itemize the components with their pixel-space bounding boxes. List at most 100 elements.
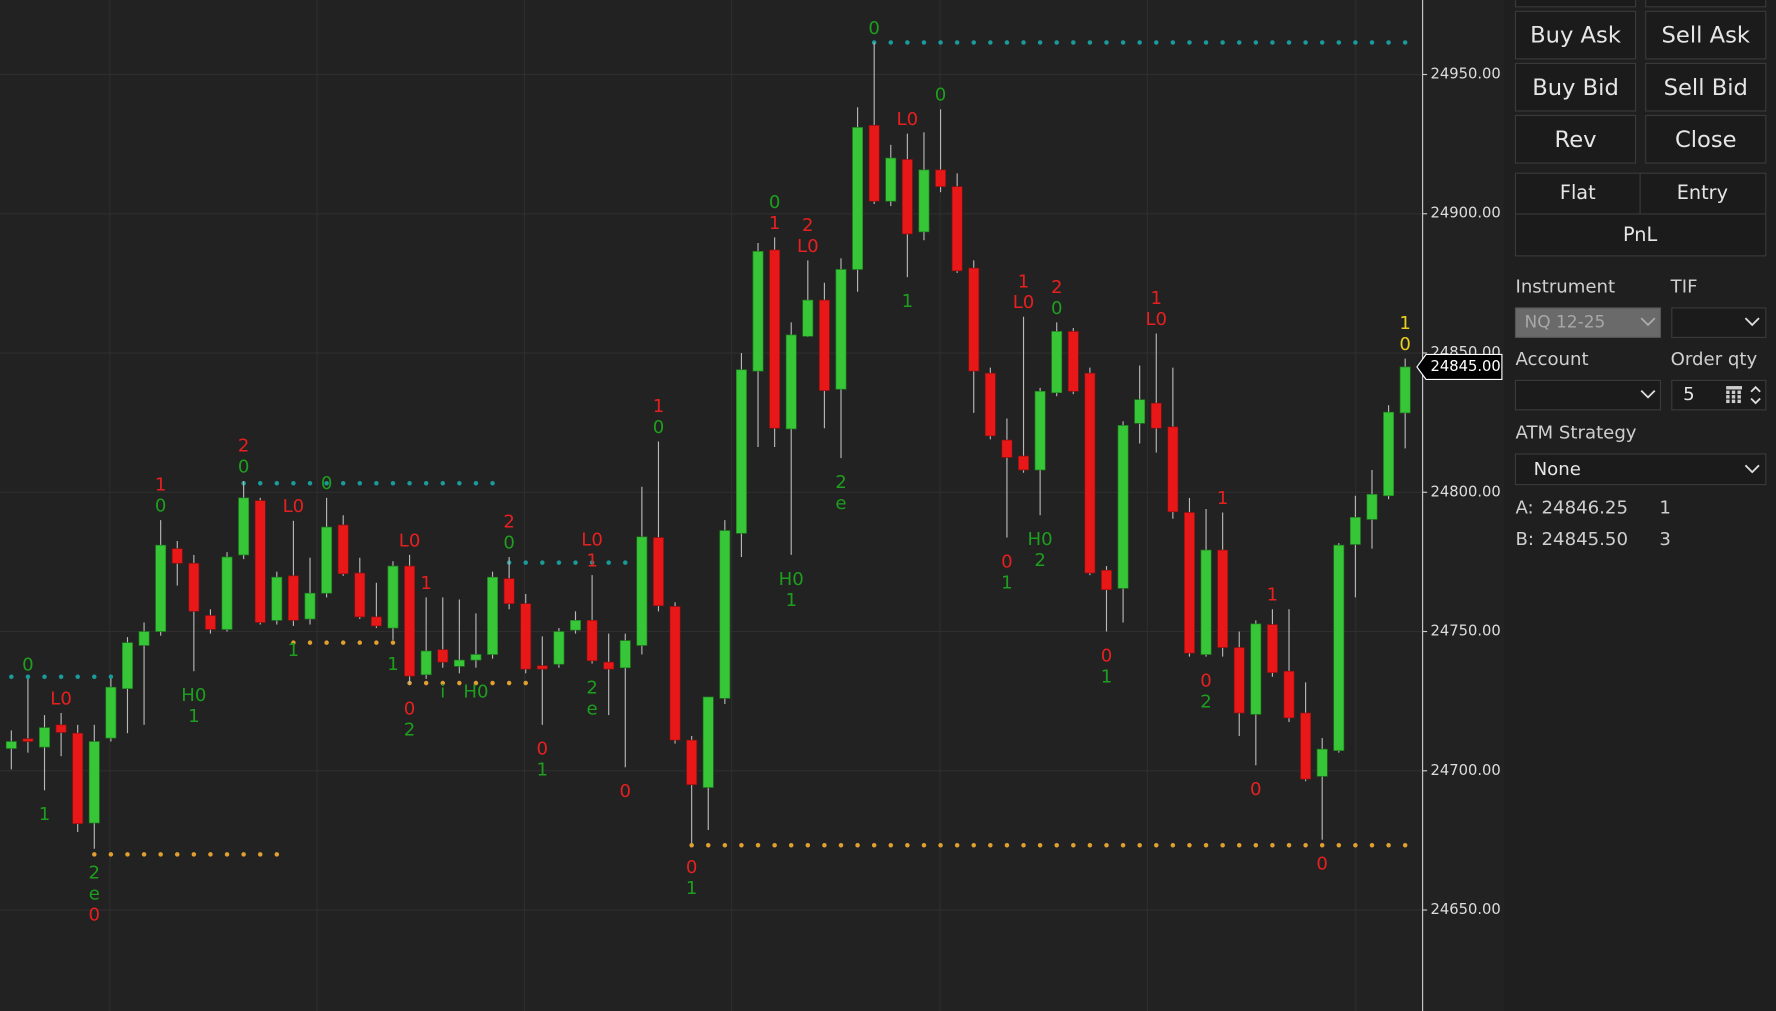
annotation: 1 [1267, 585, 1279, 606]
up-candle-body [105, 686, 117, 739]
down-candle-body [1001, 439, 1013, 458]
annotation: 1 [1151, 288, 1163, 309]
down-candle-body [503, 578, 515, 605]
down-candle-body [205, 615, 216, 630]
ask-size: 1 [1659, 497, 1671, 518]
y-tick-label: 24700.00 [1431, 762, 1501, 779]
up-candle-body [1051, 331, 1063, 394]
up-candle-body [321, 526, 333, 594]
annotation: L0 [50, 688, 72, 709]
panel-background [1504, 0, 1776, 1011]
annotation: 2 [1034, 550, 1046, 571]
close-button[interactable]: Close [1645, 114, 1767, 164]
atm-select[interactable]: None [1514, 453, 1767, 486]
annotation: L0 [581, 530, 603, 551]
down-candle-body [984, 372, 996, 437]
candles [5, 42, 1411, 849]
button-label: Buy Ask [1530, 23, 1622, 49]
up-candle-body [238, 497, 250, 556]
annotation: 1 [1001, 572, 1013, 593]
annotation: 0 [503, 532, 515, 553]
down-candle-body [686, 739, 698, 786]
up-candle-body [918, 169, 930, 233]
down-candle-body [72, 732, 84, 825]
annotation: 2 [89, 863, 101, 884]
up-candle-body [619, 640, 631, 669]
down-candle-body [520, 603, 532, 670]
annotation: 1 [387, 654, 399, 675]
up-candle-body [835, 269, 847, 390]
down-candle-body [968, 267, 980, 372]
button-label: Sell Bid [1664, 75, 1748, 101]
annotation: H0 [779, 569, 804, 590]
buy-ask-button[interactable]: Buy Ask [1514, 10, 1637, 60]
down-candle-body [254, 500, 266, 623]
levels [9, 40, 1409, 857]
instrument-select[interactable]: NQ 12-25 [1514, 307, 1662, 338]
tif-select[interactable] [1671, 307, 1767, 338]
position-tab[interactable]: Flat [1560, 181, 1596, 204]
price-axis-labels: 24650.0024700.0024750.0024800.0024850.00… [1416, 66, 1503, 918]
ask-label: A: [1515, 497, 1533, 518]
field-label: ATM Strategy [1515, 423, 1636, 444]
down-candle-body [868, 124, 880, 202]
annotation: 0 [321, 473, 333, 494]
down-candle-body [818, 299, 830, 391]
annotation: 0 [1051, 298, 1063, 319]
field-label: Account [1515, 349, 1588, 370]
sell-bid-button[interactable]: Sell Bid [1645, 62, 1767, 112]
down-candle-body [951, 186, 963, 272]
annotation: 2 [586, 677, 598, 698]
annotation: 1 [188, 706, 200, 727]
up-candle-body [155, 544, 167, 632]
up-candle-body [1349, 516, 1361, 545]
down-candle-body [437, 649, 449, 663]
up-candle-body [752, 251, 764, 372]
annotation: 0 [1250, 779, 1262, 800]
down-candle-body [287, 575, 299, 621]
down-candle-body [1101, 569, 1112, 591]
y-tick-label: 24800.00 [1431, 483, 1501, 500]
annotation: L0 [797, 236, 819, 257]
select-value: None [1534, 459, 1581, 480]
field-label: Instrument [1515, 277, 1615, 298]
annotation: 0 [537, 739, 549, 760]
annotation: H0 [1028, 529, 1053, 550]
annotation: L0 [1145, 309, 1167, 330]
account-select[interactable] [1514, 379, 1662, 411]
up-candle-body [636, 536, 648, 646]
y-tick-label: 24950.00 [1431, 66, 1501, 83]
annotation: 0 [1316, 854, 1328, 875]
down-candle-body [901, 159, 913, 235]
up-candle-body [138, 631, 150, 646]
bid-label: B: [1515, 529, 1534, 550]
annotation: L0 [897, 109, 919, 130]
annotation: 0 [22, 654, 34, 675]
select-value: NQ 12-25 [1525, 313, 1606, 333]
annotation: 2 [238, 436, 250, 457]
order-panel: Buy Ask Sell Ask Buy Bid Sell Bid Rev Cl… [1504, 0, 1776, 1011]
annotation: 0 [686, 857, 698, 878]
annotation: 0 [404, 698, 416, 719]
annotation: 0 [620, 781, 632, 802]
field-label: Order qty [1671, 349, 1758, 370]
annotation: e [89, 884, 100, 905]
up-candle-body [1117, 425, 1129, 589]
reverse-button[interactable]: Rev [1514, 114, 1637, 164]
order-qty-input[interactable]: 5 [1671, 379, 1767, 411]
annotation: H0 [463, 682, 488, 703]
buy-bid-button[interactable]: Buy Bid [1514, 62, 1637, 112]
up-candle-body [702, 696, 714, 788]
y-tick-label: 24900.00 [1431, 205, 1501, 222]
sell-ask-button[interactable]: Sell Ask [1645, 10, 1767, 60]
annotation: 0 [1101, 645, 1113, 666]
up-candle-body [122, 642, 133, 689]
annotation: 1 [537, 760, 549, 781]
annotation: 1 [1217, 488, 1229, 509]
position-tab[interactable]: Entry [1677, 181, 1728, 204]
down-candle-body [1167, 426, 1179, 513]
down-candle-body [935, 169, 946, 187]
up-candle-body [802, 299, 814, 337]
